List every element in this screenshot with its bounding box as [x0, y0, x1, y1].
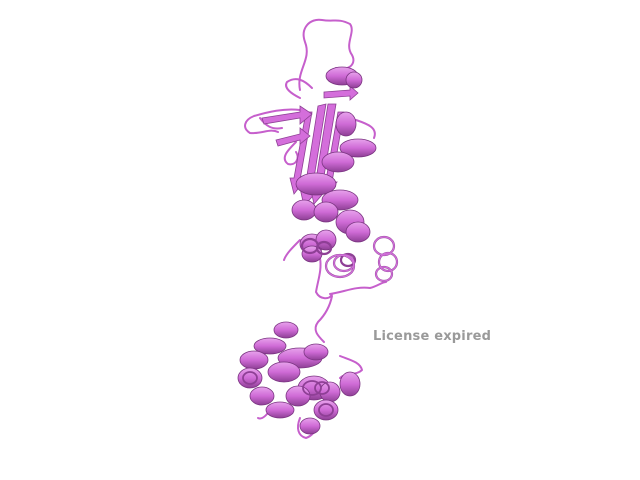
helix-rings-fill [325, 236, 398, 282]
alpha-helices-lower [237, 321, 361, 435]
license-watermark: License expired [373, 329, 492, 344]
helix-rings-lower [242, 371, 334, 417]
coil-loops [244, 18, 387, 439]
